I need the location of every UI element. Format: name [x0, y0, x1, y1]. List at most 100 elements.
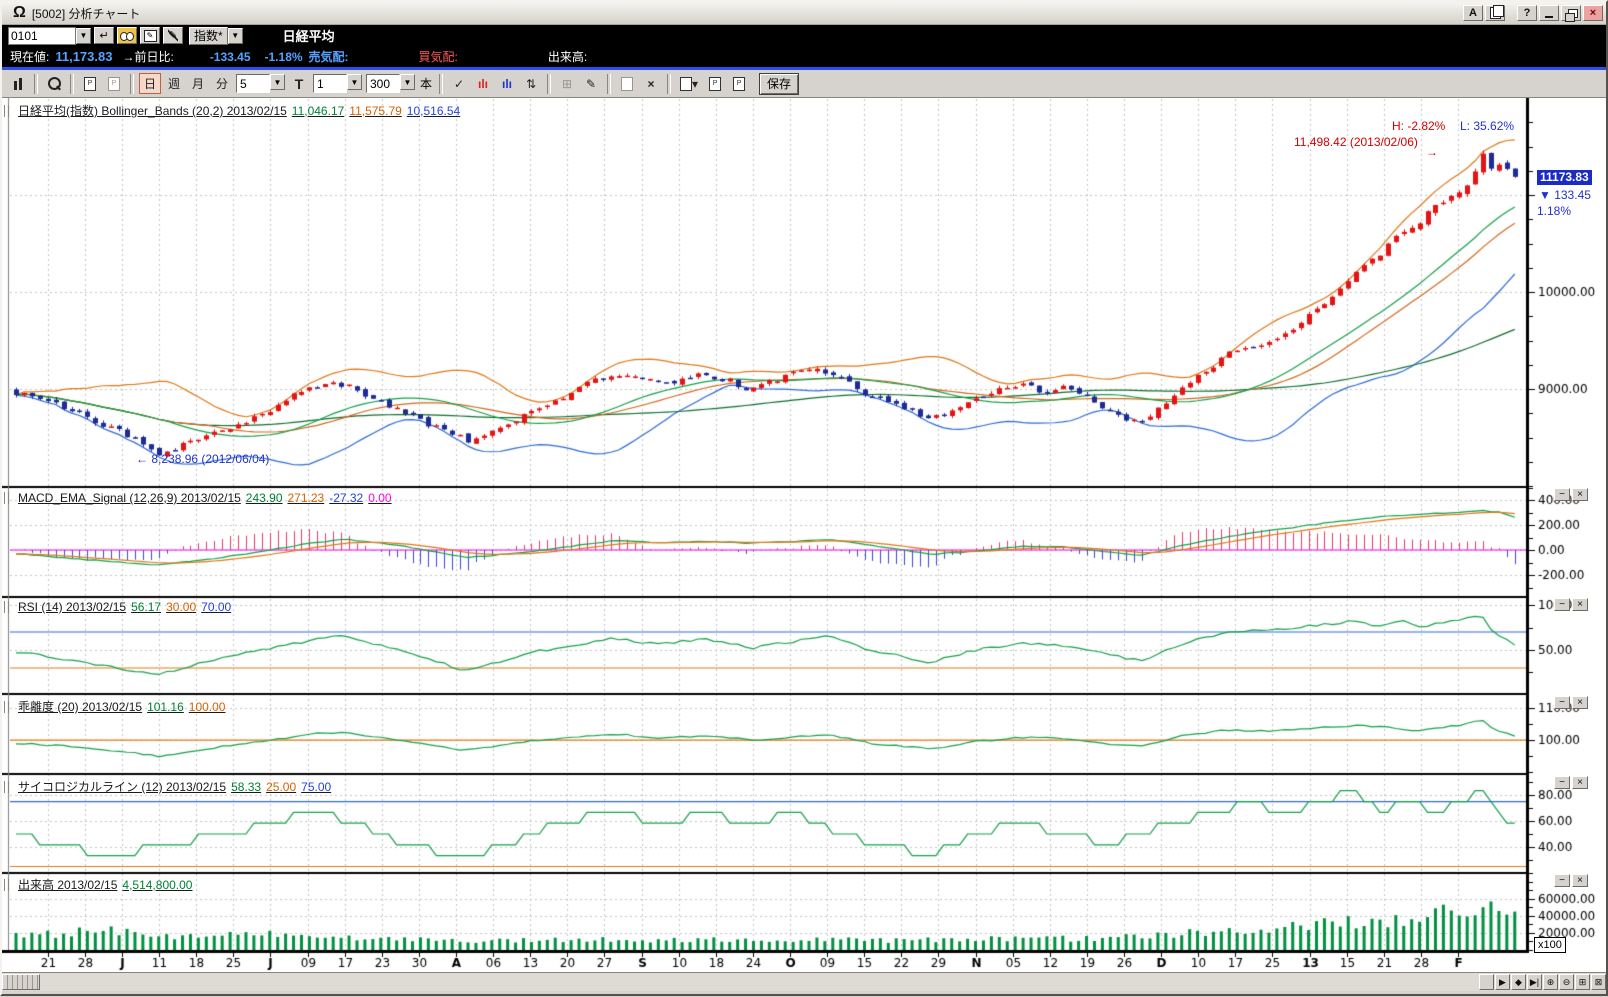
bar-count-combo[interactable]: 300 ▼ — [366, 74, 415, 93]
macd-minimize-button[interactable]: − — [1554, 488, 1570, 501]
macd-close-button[interactable]: × — [1572, 488, 1588, 501]
rsi-low-threshold: 30.00 — [166, 600, 196, 614]
enter-button[interactable]: ↵ — [94, 27, 114, 44]
period-weekly-button[interactable]: 週 — [163, 73, 185, 94]
pane-grip-icon — [4, 601, 9, 613]
scrollbar-thumb[interactable] — [2, 974, 40, 990]
pane-grip-icon — [4, 781, 9, 793]
scrollbar-track[interactable] — [40, 973, 1478, 991]
chart-area: 日経平均(指数) Bollinger_Bands (20,2) 2013/02/… — [2, 97, 1606, 972]
page-icon: P — [84, 77, 96, 91]
kairi-pane-label: 乖離度 (20) 2013/02/15 — [18, 698, 142, 715]
ma-period-value: 5 — [236, 74, 270, 93]
rsi-minimize-button[interactable]: − — [1554, 598, 1570, 611]
page-back-button[interactable]: P — [103, 73, 125, 94]
help-button[interactable]: ? — [1517, 5, 1537, 21]
ask-label: 売気配: — [309, 48, 349, 65]
zoom-in-button[interactable]: ⊕ — [1543, 974, 1558, 990]
interval-dropdown-arrow[interactable]: ▼ — [347, 74, 362, 90]
horizontal-scrollbar: ▶ ◆ ▶| ⊕ ⊖ ⊞ ⊠ — [2, 972, 1606, 991]
close-chart-button[interactable]: ⊠ — [1591, 974, 1606, 990]
interval-combo[interactable]: 1 ▼ — [313, 74, 362, 93]
scroll-blank-button[interactable] — [1479, 974, 1494, 990]
chart-type-bar-button[interactable]: ılı — [496, 73, 518, 94]
chart-canvas[interactable] — [2, 98, 1606, 972]
eraser-button[interactable] — [616, 73, 638, 94]
scroll-end-button[interactable]: ▶| — [1527, 974, 1542, 990]
period-daily-button[interactable]: 日 — [139, 73, 161, 94]
bollinger-mid-value: 11,046.17 — [292, 104, 345, 118]
grid-button[interactable]: ⊞ — [556, 73, 578, 94]
bar-count-dropdown-arrow[interactable]: ▼ — [400, 74, 415, 90]
volume-value: 4,514,800.00 — [122, 878, 192, 892]
page-button[interactable]: P — [79, 73, 101, 94]
volume-minimize-button[interactable]: − — [1554, 874, 1570, 887]
restore-button[interactable] — [1561, 5, 1581, 21]
edit-icon: ✎ — [144, 30, 157, 42]
scale-button[interactable]: ⇅ — [520, 73, 542, 94]
ma-period-dropdown-arrow[interactable]: ▼ — [270, 74, 285, 90]
bid-label: 買気配: — [419, 48, 458, 65]
symbol-dropdown-arrow[interactable]: ▼ — [76, 28, 91, 44]
load-page-button[interactable]: P — [704, 73, 726, 94]
grid-settings-button[interactable]: ⊞ — [1575, 974, 1590, 990]
zoom-out-button[interactable]: ⊖ — [1559, 974, 1574, 990]
trendline-button[interactable]: ✓ — [448, 73, 470, 94]
category-value: 指数* — [189, 27, 228, 45]
close-button[interactable]: × — [1583, 5, 1603, 21]
t-button[interactable]: T — [288, 73, 310, 94]
change-pct-value: -1.18% — [265, 50, 303, 64]
minimize-icon — [1545, 16, 1553, 18]
current-price-label: 現在値: — [10, 48, 49, 65]
period-monthly-button[interactable]: 月 — [187, 73, 209, 94]
copy-icon — [1490, 7, 1501, 19]
symbol-code-input[interactable]: 0101 — [8, 27, 76, 45]
watch-button[interactable] — [117, 27, 137, 44]
template-dropdown-button[interactable]: ▾ — [676, 73, 702, 94]
low-percent-annotation: L: 35.62% — [1460, 119, 1514, 133]
psychological-high-threshold: 75.00 — [301, 780, 331, 794]
kairi-close-button[interactable]: × — [1572, 696, 1588, 709]
save-page-button[interactable]: P — [728, 73, 750, 94]
rsi-pane-title[interactable]: RSI (14) 2013/02/15 56.17 30.00 70.00 — [4, 600, 231, 614]
draw-off-button[interactable]: ✎ — [163, 27, 183, 44]
psychological-minimize-button[interactable]: − — [1554, 776, 1570, 789]
symbol-bar: 0101 ▼ ↵ ✎ ✎ 指数* ▼ 日経平均 — [2, 25, 1606, 46]
candlestick-icon — [14, 78, 22, 90]
category-combo[interactable]: 指数* ▼ — [189, 27, 243, 45]
macd-pane-controls: − × — [1554, 488, 1588, 501]
minimize-button[interactable] — [1539, 5, 1559, 21]
title-bar: Ω [5002] 分析チャート A ? × — [2, 2, 1606, 25]
zoom-tool-button[interactable] — [43, 73, 65, 94]
edit-button[interactable]: ✎ — [140, 27, 160, 44]
psychological-close-button[interactable]: × — [1572, 776, 1588, 789]
period-minute-button[interactable]: 分 — [211, 73, 233, 94]
macd-hist-value: -27.32 — [329, 491, 363, 505]
macd-pane-title[interactable]: MACD_EMA_Signal (12,26,9) 2013/02/15 243… — [4, 491, 392, 505]
main-pane-label: 日経平均(指数) Bollinger_Bands (20,2) 2013/02/… — [18, 102, 287, 119]
binoculars-icon — [121, 32, 133, 40]
save-button[interactable]: 保存 — [759, 73, 799, 95]
main-pane-title[interactable]: 日経平均(指数) Bollinger_Bands (20,2) 2013/02/… — [4, 102, 460, 119]
scroll-expand-button[interactable]: ◆ — [1511, 974, 1526, 990]
window-bottom-frame — [2, 991, 1606, 997]
copy-button[interactable] — [1485, 5, 1505, 21]
kairi-minimize-button[interactable]: − — [1554, 696, 1570, 709]
chart-type-candle-button[interactable]: ılı — [472, 73, 494, 94]
red-bars-icon: ılı — [478, 77, 488, 91]
quote-bar: 現在値: 11,173.83 →前日比: -133.45 -1.18% 売気配:… — [2, 46, 1606, 70]
category-dropdown-arrow[interactable]: ▼ — [228, 28, 243, 44]
candlestick-tool-button[interactable] — [7, 73, 29, 94]
font-button[interactable]: A — [1463, 5, 1483, 21]
volume-close-button[interactable]: × — [1572, 874, 1588, 887]
kairi-pane-title[interactable]: 乖離度 (20) 2013/02/15 101.16 100.00 — [4, 698, 225, 715]
rsi-close-button[interactable]: × — [1572, 598, 1588, 611]
chart-toolbar: P P 日 週 月 分 5 ▼ T 1 ▼ 300 ▼ 本 ✓ ılı ılı … — [2, 70, 1606, 97]
volume-pane-title[interactable]: 出来高 2013/02/15 4,514,800.00 — [4, 876, 192, 893]
draw-button[interactable]: ✎ — [580, 73, 602, 94]
psychological-pane-title[interactable]: サイコロジカルライン (12) 2013/02/15 58.33 25.00 7… — [4, 778, 331, 795]
ma-period-combo[interactable]: 5 ▼ — [236, 74, 285, 93]
psychological-value: 58.33 — [231, 780, 261, 794]
delete-button[interactable]: × — [640, 73, 662, 94]
scroll-right-button[interactable]: ▶ — [1495, 974, 1510, 990]
